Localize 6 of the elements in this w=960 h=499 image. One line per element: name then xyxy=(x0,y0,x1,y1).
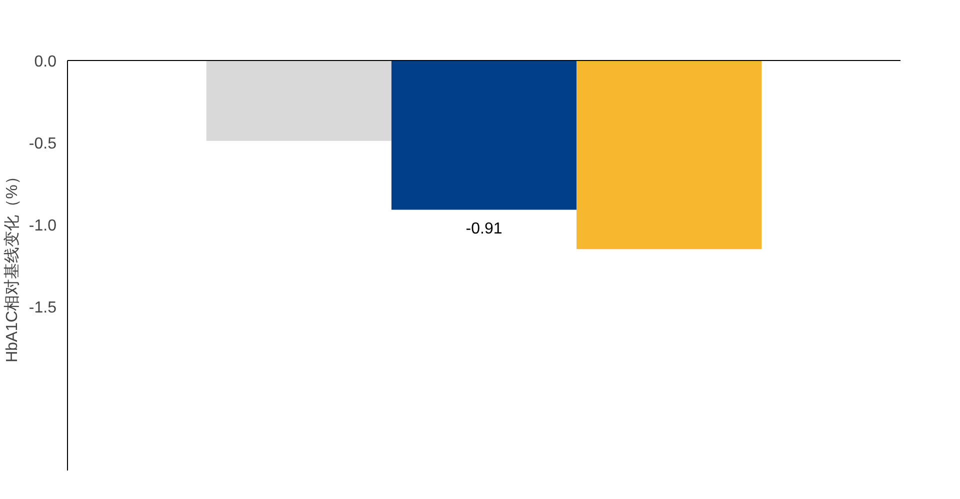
y-tick-label: 0.0 xyxy=(34,54,57,70)
y-tick-label: -0.5 xyxy=(28,136,57,152)
y-tick-label: -1.0 xyxy=(28,218,57,234)
y-axis-title: HbA1C相对基线变化（%） xyxy=(2,168,21,362)
data-label: -0.91 xyxy=(466,220,502,238)
y-tick-label: -1.5 xyxy=(28,300,57,316)
